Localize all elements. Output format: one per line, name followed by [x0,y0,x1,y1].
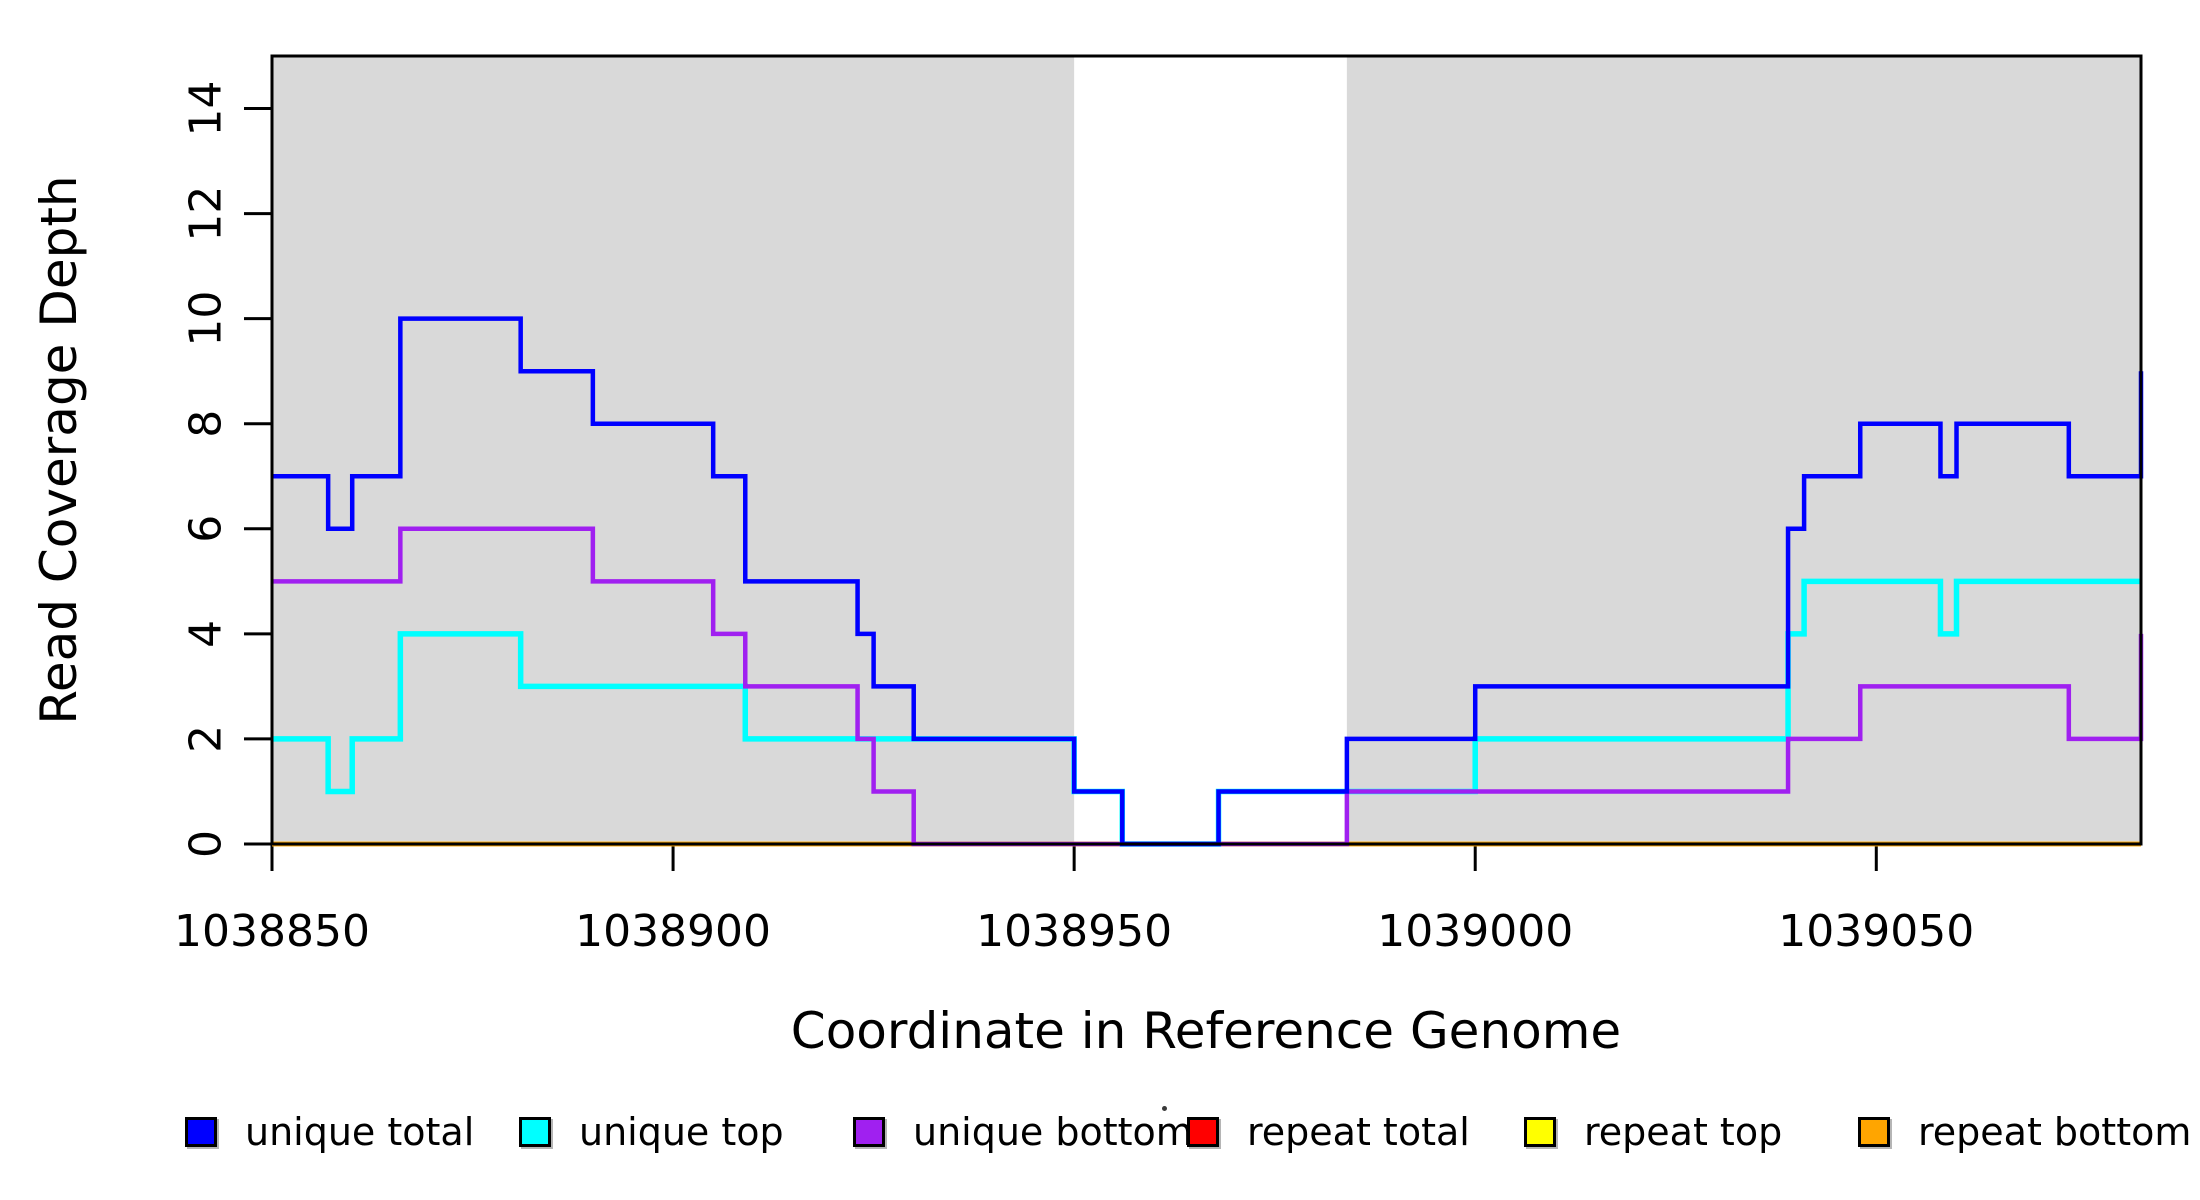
repeat-region-shading [272,56,1075,844]
x-axis-tick-label: 1038850 [174,906,370,957]
legend-swatch-unique-bottom [853,1117,885,1147]
x-axis-title: Coordinate in Reference Genome [790,1002,1622,1060]
x-axis-tick-label: 1038900 [575,906,771,957]
legend-item-repeat-top: repeat top [1524,1106,1782,1158]
legend-label: repeat top [1584,1110,1783,1154]
legend-item-unique-bottom: unique bottom [853,1106,1193,1158]
legend-item-unique-top: unique top [519,1106,784,1158]
y-axis-tick-label: 4 [181,620,232,648]
legend-label: unique bottom [913,1110,1193,1154]
legend-swatch-repeat-bottom [1858,1117,1890,1147]
y-axis-tick-label: 12 [181,186,232,242]
y-axis-tick-label: 14 [181,81,232,137]
y-axis-tick-label: 0 [181,830,232,858]
legend-swatch-repeat-total [1187,1117,1219,1147]
y-axis-tick-label: 10 [181,291,232,347]
series-line-unique-bottom [272,526,2144,847]
legend-swatch-repeat-top [1524,1117,1556,1147]
legend-label: unique top [579,1110,784,1154]
repeat-region-shading [1346,56,2141,844]
y-axis-title: Read Coverage Depth [30,175,88,725]
legend-swatch-unique-total [185,1117,217,1147]
legend-item-repeat-total: repeat total [1187,1106,1470,1158]
artifact-dot [1162,1106,1167,1111]
y-axis-tick-label: 2 [181,725,232,753]
plot-box [270,54,2143,846]
x-axis-tick-label: 1038950 [976,906,1172,957]
legend-label: unique total [245,1110,475,1154]
y-axis-tick-label: 6 [181,515,232,543]
y-axis-tick-label: 8 [181,410,232,438]
legend-label: repeat total [1247,1110,1470,1154]
series-line-unique-total [272,316,2144,847]
legend-swatch-unique-top [519,1117,551,1147]
legend-item-unique-total: unique total [185,1106,474,1158]
legend-label: repeat bottom [1918,1110,2192,1154]
x-axis-tick-label: 1039000 [1377,906,1573,957]
x-axis-tick-label: 1039050 [1778,906,1974,957]
legend-item-repeat-bottom: repeat bottom [1858,1106,2191,1158]
legend: unique total unique top unique bottom re… [0,1106,2200,1158]
